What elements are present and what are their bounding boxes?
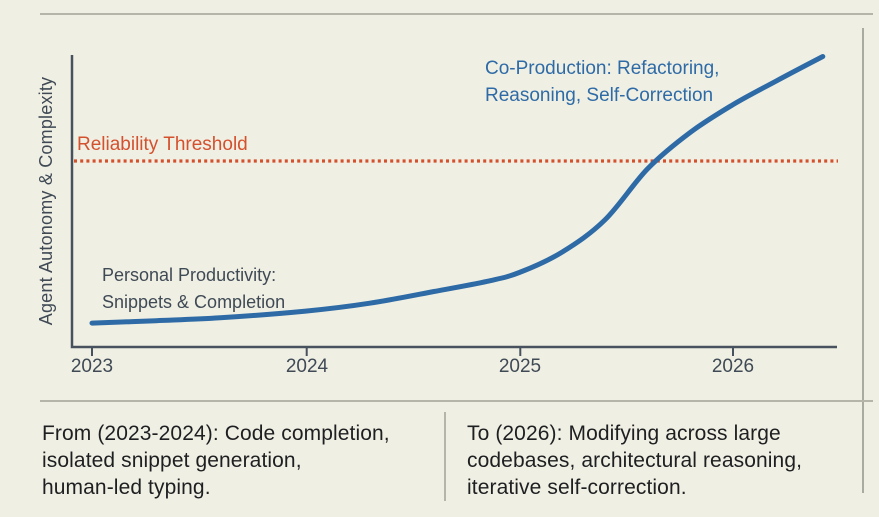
x-tick-label-2025: 2025 xyxy=(498,356,542,377)
x-tick-label-2023: 2023 xyxy=(70,356,114,377)
footer-to-line2: codebases, architectural reasoning, xyxy=(467,449,803,472)
footer-divider xyxy=(40,400,873,402)
annotation-co-production-line1: Co-Production: Refactoring, xyxy=(485,58,720,79)
threshold-label: Reliability Threshold xyxy=(77,134,248,155)
y-axis-label: Agent Autonomy & Complexity xyxy=(36,76,56,326)
annotation-personal-line2: Snippets & Completion xyxy=(102,292,286,312)
chart-axes xyxy=(70,55,837,349)
footer-to-text: To (2026): Modifying across large codeba… xyxy=(467,420,867,501)
footer-from-line2: isolated snippet generation, xyxy=(42,449,302,472)
footer-from-line1: From (2023-2024): Code completion, xyxy=(42,422,390,445)
annotation-co-production-line2: Reasoning, Self-Correction xyxy=(485,85,714,106)
footer-from-line3: human-led typing. xyxy=(42,476,211,499)
x-tick-label-2024: 2024 xyxy=(285,356,329,377)
footer-to-line1: To (2026): Modifying across large xyxy=(467,422,781,445)
footer-from-text: From (2023-2024): Code completion, isola… xyxy=(42,420,437,501)
x-tick-label-2026: 2026 xyxy=(711,356,755,377)
annotation-personal-productivity: Personal Productivity: Snippets & Comple… xyxy=(102,262,285,316)
footer-column-divider xyxy=(444,412,446,501)
top-divider xyxy=(40,13,873,15)
footer-to-line3: iterative self-correction. xyxy=(467,476,687,499)
right-edge-rule xyxy=(862,28,864,493)
annotation-co-production: Co-Production: Refactoring, Reasoning, S… xyxy=(485,55,719,109)
annotation-personal-line1: Personal Productivity: xyxy=(102,265,277,285)
autonomy-chart xyxy=(70,54,838,356)
autonomy-curve xyxy=(89,54,826,326)
